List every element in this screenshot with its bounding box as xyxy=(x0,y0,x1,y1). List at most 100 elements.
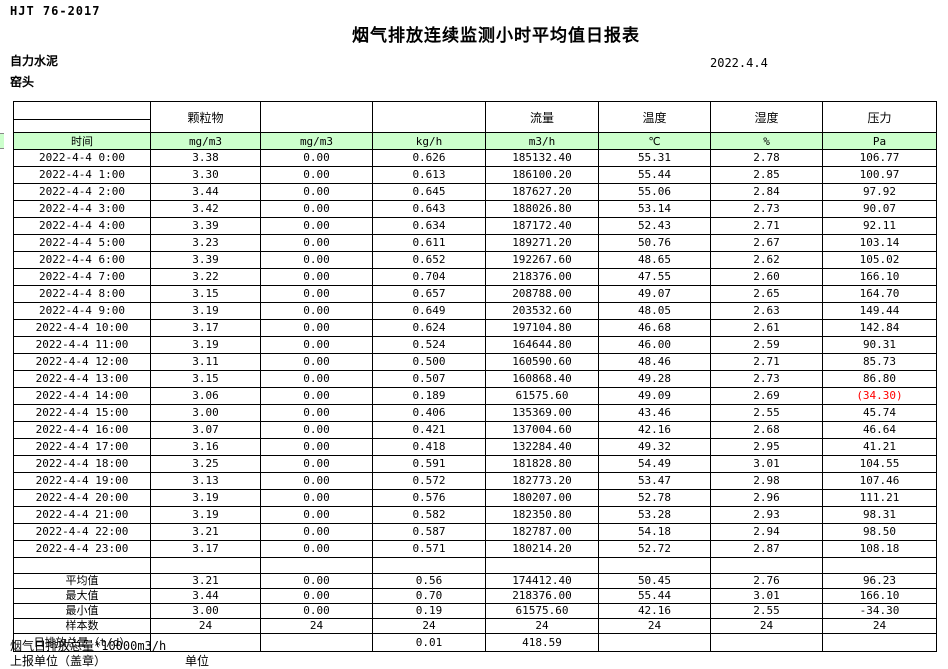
value-cell: 97.92 xyxy=(822,183,937,201)
time-cell: 2022-4-4 7:00 xyxy=(13,268,151,286)
summary-value-cell: 50.45 xyxy=(598,573,711,589)
data-row: 2022-4-4 15:00 3.00 0.00 0.406 135369.00 43.4… xyxy=(13,404,937,422)
value-cell: 2.98 xyxy=(710,472,823,490)
summary-value-cell: 0.00 xyxy=(260,603,373,619)
unit-header-cell: mg/m3 xyxy=(150,132,261,150)
report-table: 颗粒物 流量 温度 湿度 压力 时间 mg/m3 mg/m3 kg/h m3/h ℃% Pa 2022… xyxy=(13,101,937,652)
value-cell: 3.19 xyxy=(150,302,261,320)
group-header-cell: 颗粒物 xyxy=(150,101,261,133)
value-cell: (34.30) xyxy=(822,387,937,405)
value-cell: 203532.60 xyxy=(485,302,599,320)
value-cell: 2.78 xyxy=(710,149,823,167)
value-cell: 0.00 xyxy=(260,268,373,286)
data-row: 2022-4-4 11:00 3.19 0.00 0.524 164644.80 46.0… xyxy=(13,336,937,354)
value-cell: 0.189 xyxy=(372,387,486,405)
value-cell: 103.14 xyxy=(822,234,937,252)
value-cell: 2.68 xyxy=(710,421,823,439)
time-header-lower-cell xyxy=(13,119,151,133)
data-row: 2022-4-4 8:00 3.15 0.00 0.657 208788.00 49.07… xyxy=(13,285,937,303)
value-cell: 0.576 xyxy=(372,489,486,507)
empty-cell xyxy=(13,557,151,574)
value-cell: 2.84 xyxy=(710,183,823,201)
time-cell: 2022-4-4 9:00 xyxy=(13,302,151,320)
unit-header-cell: ℃ xyxy=(598,132,711,150)
summary-value-cell: 418.59 xyxy=(485,633,599,652)
summary-label-cell: 平均值 xyxy=(13,573,151,589)
value-cell: 0.00 xyxy=(260,166,373,184)
value-cell: 50.76 xyxy=(598,234,711,252)
report-title: 烟气排放连续监测小时平均值日报表 xyxy=(352,26,640,46)
time-cell: 2022-4-4 14:00 xyxy=(13,387,151,405)
value-cell: 47.55 xyxy=(598,268,711,286)
value-cell: 55.31 xyxy=(598,149,711,167)
data-row: 2022-4-4 19:00 3.13 0.00 0.572 182773.20 53.4… xyxy=(13,472,937,490)
data-row: 2022-4-4 3:00 3.42 0.00 0.643 188026.80 53.14… xyxy=(13,200,937,218)
summary-value-cell: 0.00 xyxy=(260,573,373,589)
summary-value-cell: -34.30 xyxy=(822,603,937,619)
value-cell: 90.07 xyxy=(822,200,937,218)
table-head: 颗粒物 流量 温度 湿度 压力 时间 mg/m3 mg/m3 kg/h m3/h ℃% Pa xyxy=(13,101,937,150)
report-unit-stamp-label: 上报单位（盖章） xyxy=(10,654,107,668)
value-cell: 53.14 xyxy=(598,200,711,218)
time-cell: 2022-4-4 1:00 xyxy=(13,166,151,184)
summary-value-cell: 24 xyxy=(485,618,599,634)
value-cell: 132284.40 xyxy=(485,438,599,456)
value-cell: 42.16 xyxy=(598,421,711,439)
value-cell: 3.06 xyxy=(150,387,261,405)
value-cell: 3.22 xyxy=(150,268,261,286)
summary-value-cell xyxy=(822,633,937,652)
value-cell: 3.07 xyxy=(150,421,261,439)
value-cell: 181828.80 xyxy=(485,455,599,473)
value-cell: 2.95 xyxy=(710,438,823,456)
value-cell: 3.39 xyxy=(150,251,261,269)
value-cell: 105.02 xyxy=(822,251,937,269)
unit-header-cell: 时间 xyxy=(13,132,151,150)
value-cell: 186100.20 xyxy=(485,166,599,184)
summary-value-cell: 0.01 xyxy=(372,633,486,652)
value-cell: 0.00 xyxy=(260,319,373,337)
unit-header-cell: % xyxy=(710,132,823,150)
summary-value-cell: 0.00 xyxy=(260,588,373,604)
clipped-adjacent-column xyxy=(0,101,4,623)
value-cell: 90.31 xyxy=(822,336,937,354)
data-row: 2022-4-4 18:00 3.25 0.00 0.591 181828.80 54.4… xyxy=(13,455,937,473)
value-cell: 52.43 xyxy=(598,217,711,235)
data-row: 2022-4-4 14:00 3.06 0.00 0.189 61575.60 49.09… xyxy=(13,387,937,405)
value-cell: 104.55 xyxy=(822,455,937,473)
value-cell: 0.643 xyxy=(372,200,486,218)
value-cell: 0.00 xyxy=(260,387,373,405)
value-cell: 0.00 xyxy=(260,217,373,235)
value-cell: 41.21 xyxy=(822,438,937,456)
value-cell: 55.44 xyxy=(598,166,711,184)
unit-label: 单位 xyxy=(185,654,210,668)
value-cell: 98.31 xyxy=(822,506,937,524)
value-cell: 49.32 xyxy=(598,438,711,456)
value-cell: 0.00 xyxy=(260,353,373,371)
data-row: 2022-4-4 6:00 3.39 0.00 0.652 192267.60 48.65… xyxy=(13,251,937,269)
value-cell: 0.704 xyxy=(372,268,486,286)
value-cell: 55.06 xyxy=(598,183,711,201)
unit-header-cell: kg/h xyxy=(372,132,486,150)
value-cell: 0.00 xyxy=(260,336,373,354)
group-header-cell: 流量 xyxy=(485,101,599,133)
value-cell: 106.77 xyxy=(822,149,937,167)
table-body: 2022-4-4 0:00 3.38 0.00 0.626 185132.40 55.31… xyxy=(13,149,937,652)
value-cell: 48.46 xyxy=(598,353,711,371)
summary-value-cell: 96.23 xyxy=(822,573,937,589)
value-cell: 85.73 xyxy=(822,353,937,371)
value-cell: 0.626 xyxy=(372,149,486,167)
value-cell: 3.19 xyxy=(150,489,261,507)
value-cell: 0.657 xyxy=(372,285,486,303)
summary-value-cell: 24 xyxy=(150,618,261,634)
time-cell: 2022-4-4 3:00 xyxy=(13,200,151,218)
data-row: 2022-4-4 10:00 3.17 0.00 0.624 197104.80 46.6… xyxy=(13,319,937,337)
summary-value-cell: 42.16 xyxy=(598,603,711,619)
summary-row: 最小值 3.00 0.00 0.19 61575.60 42.16 2.55 -34.30 xyxy=(13,603,937,619)
group-header-cell: 温度 xyxy=(598,101,711,133)
value-cell: 49.28 xyxy=(598,370,711,388)
value-cell: 2.69 xyxy=(710,387,823,405)
value-cell: 0.421 xyxy=(372,421,486,439)
summary-label-cell: 样本数 xyxy=(13,618,151,634)
time-cell: 2022-4-4 21:00 xyxy=(13,506,151,524)
data-row: 2022-4-4 16:00 3.07 0.00 0.421 137004.60 42.1… xyxy=(13,421,937,439)
